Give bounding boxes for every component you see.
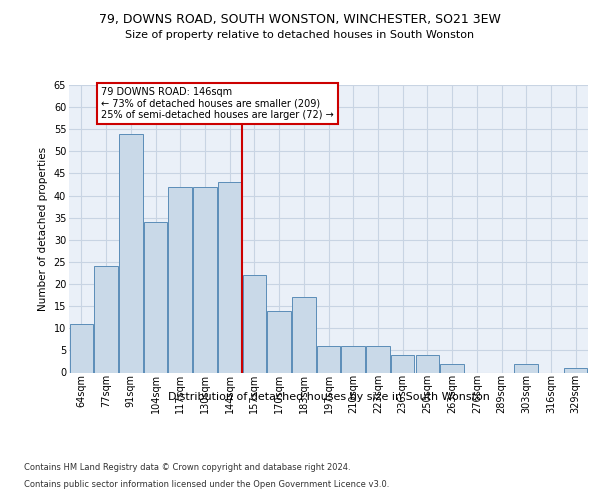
Bar (119, 134, 143, 372)
Text: 79, DOWNS ROAD, SOUTH WONSTON, WINCHESTER, SO21 3EW: 79, DOWNS ROAD, SOUTH WONSTON, WINCHESTE… (99, 12, 501, 26)
Bar (416, 355, 439, 372)
Bar (317, 346, 340, 372)
Bar (564, 368, 587, 372)
Text: Distribution of detached houses by size in South Wonston: Distribution of detached houses by size … (168, 392, 490, 402)
Text: 79 DOWNS ROAD: 146sqm
← 73% of detached houses are smaller (209)
25% of semi-det: 79 DOWNS ROAD: 146sqm ← 73% of detached … (101, 87, 334, 120)
Bar (218, 182, 241, 372)
Bar (70, 324, 93, 372)
Bar (366, 346, 389, 372)
Bar (268, 310, 291, 372)
Bar (514, 364, 538, 372)
Bar (341, 346, 365, 372)
Bar (440, 364, 464, 372)
Bar (144, 222, 167, 372)
Bar (94, 266, 118, 372)
Text: Contains public sector information licensed under the Open Government Licence v3: Contains public sector information licen… (24, 480, 389, 489)
Bar (391, 355, 415, 372)
Text: Contains HM Land Registry data © Crown copyright and database right 2024.: Contains HM Land Registry data © Crown c… (24, 462, 350, 471)
Y-axis label: Number of detached properties: Number of detached properties (38, 146, 48, 311)
Bar (242, 275, 266, 372)
Bar (292, 298, 316, 372)
Bar (193, 186, 217, 372)
Text: Size of property relative to detached houses in South Wonston: Size of property relative to detached ho… (125, 30, 475, 40)
Bar (169, 186, 192, 372)
